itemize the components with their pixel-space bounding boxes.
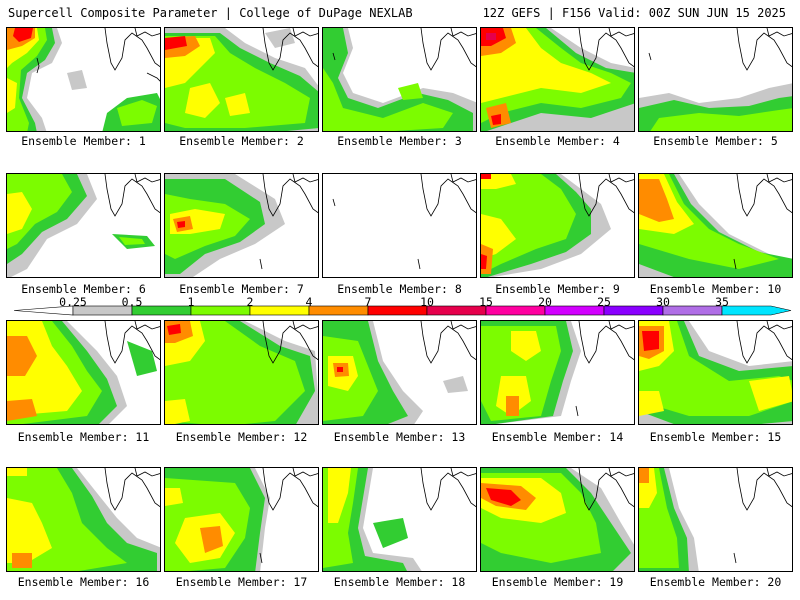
map-panel-member-16 [6, 467, 161, 572]
map-panel-member-8 [322, 173, 477, 278]
map-panel-member-15 [638, 320, 793, 425]
scp-field-map [481, 468, 634, 571]
colorbar-segment [249, 305, 310, 316]
member-label: Ensemble Member: 11 [17, 430, 150, 444]
colorbar-tick-label: 30 [656, 295, 670, 309]
member-label: Ensemble Member: 9 [495, 282, 620, 296]
scp-field-map [481, 321, 634, 424]
member-label: Ensemble Member: 10 [649, 282, 782, 296]
member-label: Ensemble Member: 4 [495, 134, 620, 148]
scp-field-map [332, 174, 476, 270]
scp-field-map [481, 174, 634, 277]
map-panel-member-7 [164, 173, 319, 278]
colorbar-tick-label: 20 [538, 295, 552, 309]
scp-field-map [639, 468, 792, 571]
map-panel-member-10 [638, 173, 793, 278]
colorbar-tick-label: 0.25 [59, 295, 87, 309]
scp-field-map [7, 468, 160, 571]
map-panel-member-18 [322, 467, 477, 572]
page-title: Supercell Composite Parameter | College … [8, 6, 413, 20]
colorbar-tick-label: 4 [305, 295, 313, 309]
colorbar-segment [426, 305, 487, 316]
colorbar-segment [721, 305, 792, 316]
member-label: Ensemble Member: 17 [175, 575, 308, 589]
run-info: 12Z GEFS | F156 Valid: 00Z SUN JUN 15 20… [482, 6, 786, 20]
scp-field-map [323, 28, 476, 131]
map-panel-member-14 [480, 320, 635, 425]
map-panel-member-12 [164, 320, 319, 425]
member-label: Ensemble Member: 6 [21, 282, 146, 296]
member-label: Ensemble Member: 18 [333, 575, 466, 589]
colorbar-segment [308, 305, 369, 316]
map-panel-member-11 [6, 320, 161, 425]
member-label: Ensemble Member: 8 [337, 282, 462, 296]
member-label: Ensemble Member: 14 [491, 430, 624, 444]
colorbar-tick-label: 15 [479, 295, 493, 309]
scp-field-map [7, 28, 160, 131]
map-panel-member-9 [480, 173, 635, 278]
scp-field-map [165, 321, 318, 424]
member-label: Ensemble Member: 20 [649, 575, 782, 589]
member-label: Ensemble Member: 15 [649, 430, 782, 444]
scp-field-map [323, 468, 476, 571]
scp-field-map [165, 174, 318, 277]
scp-field-map [481, 28, 634, 131]
colorbar-segment [662, 305, 723, 316]
scp-field-map [639, 174, 792, 277]
colorbar-tick-label: 2 [246, 295, 254, 309]
map-panel-member-5 [638, 27, 793, 132]
scp-field-map [165, 28, 318, 131]
colorbar-segment [190, 305, 251, 316]
colorbar-segment [544, 305, 605, 316]
colorbar-segment [367, 305, 428, 316]
member-label: Ensemble Member: 16 [17, 575, 150, 589]
scp-field-map [639, 321, 792, 424]
member-label: Ensemble Member: 2 [179, 134, 304, 148]
colorbar-tick-label: 1 [187, 295, 195, 309]
map-panel-member-6 [6, 173, 161, 278]
map-panel-member-4 [480, 27, 635, 132]
map-panel-member-20 [638, 467, 793, 572]
colorbar-tick-label: 10 [420, 295, 434, 309]
map-panel-member-3 [322, 27, 477, 132]
color-scale-bar [13, 305, 792, 316]
member-label: Ensemble Member: 3 [337, 134, 462, 148]
map-panel-member-17 [164, 467, 319, 572]
scp-field-map [639, 28, 792, 131]
scp-field-map [323, 321, 476, 424]
member-label: Ensemble Member: 12 [175, 430, 308, 444]
colorbar-segment [485, 305, 546, 316]
member-label: Ensemble Member: 19 [491, 575, 624, 589]
colorbar-tick-label: 7 [364, 295, 372, 309]
member-label: Ensemble Member: 1 [21, 134, 146, 148]
colorbar-tick-label: 25 [597, 295, 611, 309]
member-label: Ensemble Member: 13 [333, 430, 466, 444]
map-panel-member-13 [322, 320, 477, 425]
scp-field-map [7, 174, 160, 277]
colorbar-tick-label: 35 [715, 295, 729, 309]
scp-field-map [7, 321, 160, 424]
colorbar-segment [603, 305, 664, 316]
map-panel-member-19 [480, 467, 635, 572]
member-label: Ensemble Member: 5 [653, 134, 778, 148]
member-label: Ensemble Member: 7 [179, 282, 304, 296]
map-panel-member-1 [6, 27, 161, 132]
colorbar-tick-label: 0.5 [121, 295, 143, 309]
scp-field-map [165, 468, 318, 571]
map-panel-member-2 [164, 27, 319, 132]
